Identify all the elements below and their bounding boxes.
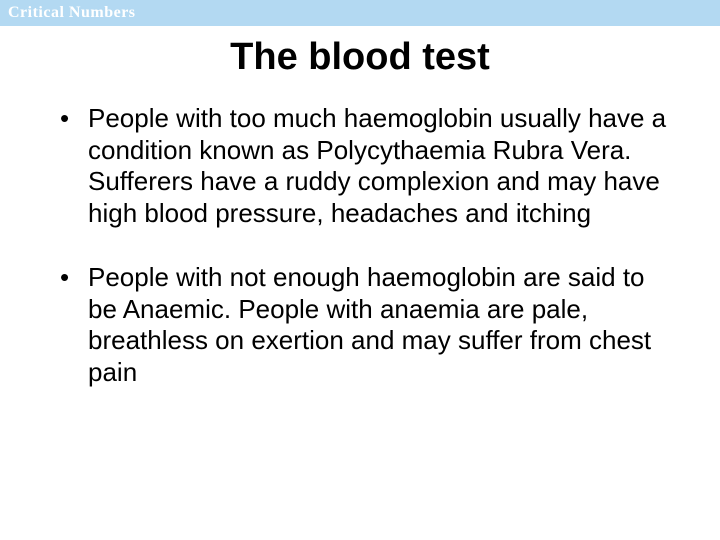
header-bar: Critical Numbers [0, 0, 720, 26]
list-item: People with too much haemoglobin usually… [60, 103, 672, 230]
slide-title: The blood test [0, 36, 720, 79]
list-item: People with not enough haemoglobin are s… [60, 262, 672, 389]
header-brand: Critical Numbers [8, 4, 136, 22]
bullet-list: People with too much haemoglobin usually… [60, 103, 672, 389]
slide-content: People with too much haemoglobin usually… [0, 103, 720, 389]
